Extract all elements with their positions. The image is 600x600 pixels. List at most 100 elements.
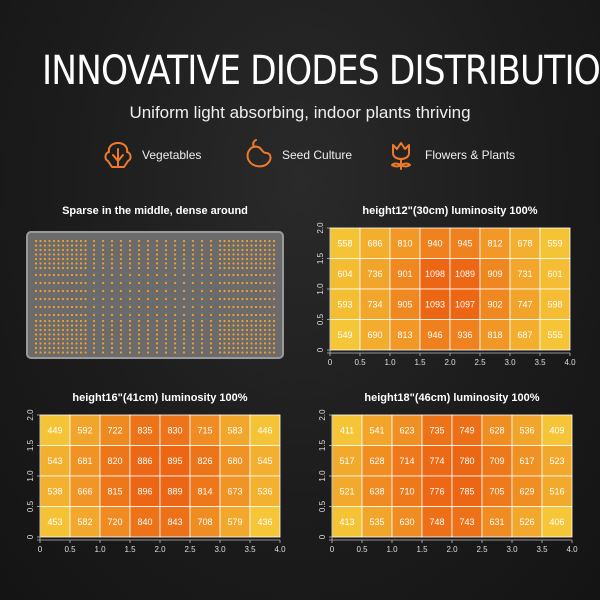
led-dot xyxy=(75,319,78,323)
led-dot xyxy=(250,244,253,247)
x-tick-label: 2.0 xyxy=(444,358,456,367)
led-dot xyxy=(79,346,83,350)
led-dot xyxy=(250,297,253,301)
led-dot xyxy=(268,257,271,261)
x-tick-label: 2.0 xyxy=(154,545,166,554)
led-dot xyxy=(218,351,222,354)
led-dot xyxy=(110,273,114,277)
led-dot xyxy=(164,324,168,327)
led-dot xyxy=(61,262,65,265)
led-dot xyxy=(146,346,150,350)
led-dot xyxy=(236,333,240,336)
heatmap-cell-value: 516 xyxy=(549,486,564,496)
led-dot xyxy=(48,244,51,247)
led-dot xyxy=(209,319,213,323)
led-dot xyxy=(250,313,253,317)
led-dot xyxy=(223,324,226,327)
led-dot xyxy=(110,289,114,293)
led-dot xyxy=(119,346,123,350)
led-dot xyxy=(84,305,87,309)
led-dot xyxy=(227,324,231,327)
led-dot xyxy=(39,324,42,327)
led-dot xyxy=(57,328,60,332)
led-dot xyxy=(259,305,262,309)
led-dot xyxy=(92,257,96,261)
led-dot xyxy=(66,337,69,341)
led-dot xyxy=(250,305,253,309)
led-dot xyxy=(200,253,204,256)
led-dot xyxy=(70,319,74,323)
y-tick-label: 0 xyxy=(316,347,325,352)
led-dot xyxy=(182,289,186,293)
led-dot xyxy=(48,346,51,350)
led-dot xyxy=(39,289,42,293)
led-dot xyxy=(101,313,105,317)
led-dot xyxy=(128,319,132,323)
led-dot xyxy=(209,248,213,252)
led-dot xyxy=(227,273,231,277)
y-tick-label: 1.0 xyxy=(26,470,35,482)
led-dot xyxy=(250,337,253,341)
led-dot xyxy=(75,244,78,247)
heatmap-cell xyxy=(451,445,483,477)
led-dot xyxy=(268,346,271,350)
led-dot xyxy=(209,262,213,265)
led-dot xyxy=(164,342,168,345)
led-dot xyxy=(227,253,231,256)
x-tick-label: 1.0 xyxy=(386,545,398,554)
led-dot xyxy=(272,297,276,301)
led-dot xyxy=(155,324,159,327)
led-dot xyxy=(128,248,132,252)
led-dot xyxy=(236,257,240,261)
led-dot xyxy=(164,281,168,285)
led-dot xyxy=(245,289,249,293)
led-dot xyxy=(128,281,132,285)
led-dot xyxy=(84,319,87,323)
heatmap-cell-value: 579 xyxy=(227,517,242,527)
led-dot xyxy=(250,281,253,285)
led-dot xyxy=(137,346,141,350)
heatmap-cell xyxy=(419,258,451,290)
led-dot xyxy=(182,262,186,265)
led-dot xyxy=(84,273,87,277)
led-dot xyxy=(182,266,186,270)
heatmap-cell-value: 690 xyxy=(367,330,382,340)
led-dot xyxy=(43,337,47,341)
led-dot xyxy=(66,244,69,247)
led-dot xyxy=(272,281,276,285)
heatmap-cell xyxy=(481,506,513,538)
category-row: Vegetables Seed Culture Flowers & Plants xyxy=(0,135,600,175)
led-dot xyxy=(254,297,258,301)
led-dot xyxy=(43,319,47,323)
led-dot xyxy=(34,239,38,243)
led-dot xyxy=(272,313,276,317)
led-dot xyxy=(245,273,249,277)
heatmap-cell xyxy=(479,288,511,320)
led-dot xyxy=(61,342,65,345)
led-dot xyxy=(155,319,159,323)
led-dot xyxy=(182,244,186,247)
led-dot xyxy=(254,346,258,350)
heatmap-cell xyxy=(511,414,543,446)
heatmap-cell-value: 446 xyxy=(257,425,272,435)
heatmap-cell-value: 708 xyxy=(197,517,212,527)
led-dot xyxy=(263,346,267,350)
led-dot xyxy=(137,289,141,293)
led-dot xyxy=(223,273,226,277)
led-dot xyxy=(146,328,150,332)
heatmap-cell-value: 628 xyxy=(369,456,384,466)
heatmap-cell-value: 617 xyxy=(519,456,534,466)
led-dot xyxy=(119,253,123,256)
led-dot xyxy=(245,346,249,350)
led-dot xyxy=(34,273,38,277)
led-dot xyxy=(245,351,249,354)
led-dot xyxy=(48,342,51,345)
led-dot xyxy=(191,262,195,265)
led-dot xyxy=(43,313,47,317)
heatmap-cell xyxy=(481,475,513,507)
led-dot xyxy=(61,351,65,354)
led-dot xyxy=(70,351,74,354)
heatmap-cell-value: 592 xyxy=(77,425,92,435)
heatmap-cell xyxy=(359,258,391,290)
led-dot xyxy=(259,289,262,293)
